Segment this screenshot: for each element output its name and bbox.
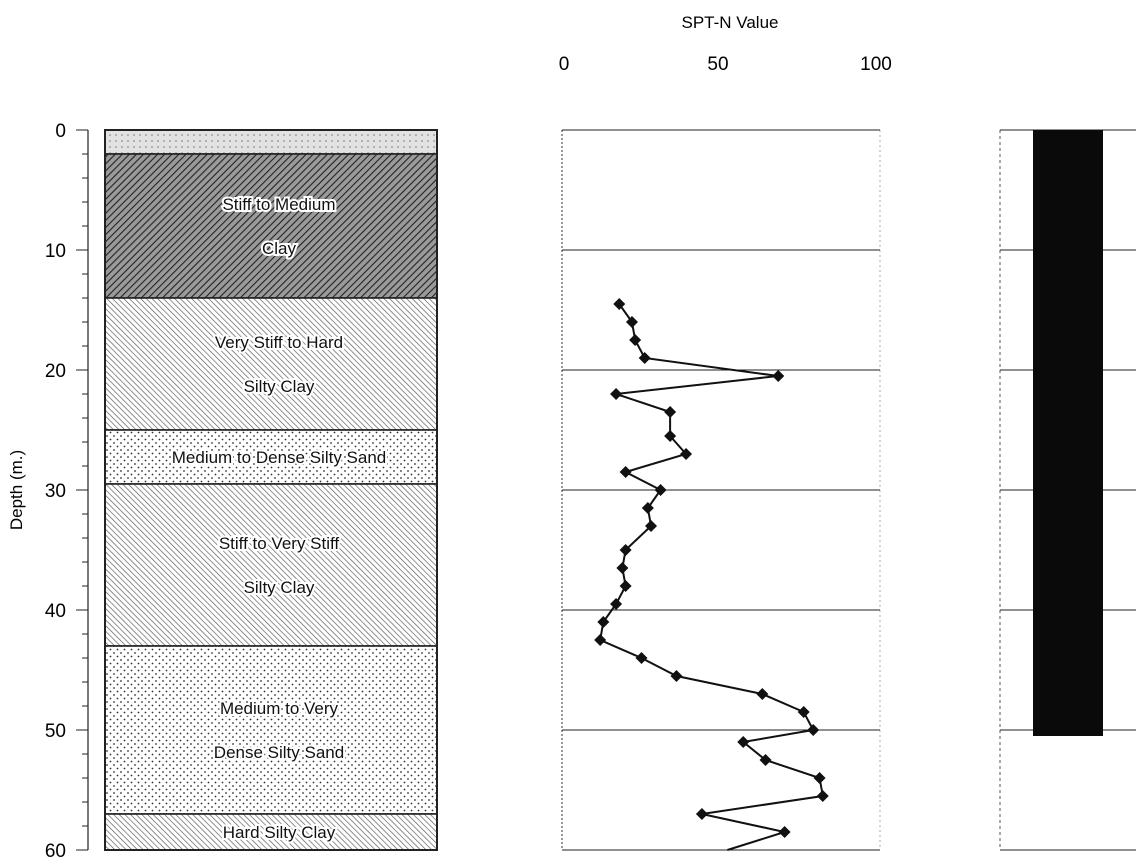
spt-point [737, 736, 750, 748]
soil-layer-label: Medium to Dense Silty Sand [172, 448, 387, 467]
soil-layer-fill [104, 429, 438, 485]
soil-layer-fill [104, 129, 438, 155]
soil-label-halo: Dense Silty Sand [214, 743, 344, 762]
x-tick-label: 0 [559, 54, 570, 75]
spt-point [772, 370, 785, 382]
spt-series-line [599, 303, 824, 851]
spt-point [619, 466, 632, 478]
y-tick-label: 20 [45, 361, 66, 382]
soil-layer-label: Very Stiff to Hard [215, 333, 343, 352]
y-tick-label: 60 [45, 841, 66, 859]
soil-layer-label: Medium to Very [220, 699, 339, 718]
soil-label-halo: Silty Clay [244, 377, 315, 396]
spt-point [654, 484, 667, 496]
soil-label-halo: Medium to Dense Silty Sand [172, 448, 387, 467]
spt-point [619, 580, 632, 592]
right-column-bar [1033, 130, 1103, 736]
spt-point [641, 502, 654, 514]
y-tick-label: 30 [45, 481, 66, 502]
spt-point [594, 634, 607, 646]
soil-layer-fill [104, 813, 438, 851]
spt-plot-area [561, 129, 881, 851]
soil-layer-label: Hard Silty Clay [223, 823, 336, 842]
soil-label-halo: Silty Clay [244, 578, 315, 597]
y-tick-label: 50 [45, 721, 66, 742]
spt-point [597, 616, 610, 628]
soil-layer-fill [104, 645, 438, 815]
spt-point [816, 790, 829, 802]
spt-point [664, 430, 677, 442]
soil-layer-fill [104, 483, 438, 647]
spt-point [629, 334, 642, 346]
spt-point [670, 670, 683, 682]
y-tick-label: 40 [45, 601, 66, 622]
spt-point [638, 352, 651, 364]
y-tick-label: 10 [45, 241, 66, 262]
soil-label-halo: Clay [262, 239, 297, 258]
y-tick-label: 0 [55, 121, 66, 142]
x-tick-label: 50 [707, 54, 728, 75]
soil-layer-label: Silty Clay [244, 377, 315, 396]
right-column [999, 129, 1136, 851]
soil-layer-label: Stiff to Very Stiff [219, 534, 340, 553]
spt-point [610, 598, 623, 610]
spt-point [756, 688, 769, 700]
spt-point [619, 544, 632, 556]
soil-log-border [104, 129, 438, 851]
spt-point [625, 316, 638, 328]
soil-layer-label: Clay [262, 239, 297, 258]
spt-point [645, 520, 658, 532]
depth-axis [76, 129, 89, 851]
spt-point [778, 826, 791, 838]
spt-point [616, 562, 629, 574]
soil-layer-label: Stiff to Medium [222, 195, 335, 214]
y-axis-title: Depth (m.) [7, 450, 26, 530]
spt-point [664, 406, 677, 418]
soil-label-halo: Very Stiff to Hard [215, 333, 343, 352]
spt-point [807, 724, 820, 736]
spt-point [610, 388, 623, 400]
y-tick-labels: 0 10 20 30 40 50 60 [45, 121, 66, 859]
soil-label-halo: Stiff to Very Stiff [219, 534, 340, 553]
spt-point [695, 808, 708, 820]
soil-layer-label: Dense Silty Sand [214, 743, 344, 762]
spt-point [635, 652, 648, 664]
soil-layer [104, 129, 438, 155]
soil-layer-fill [104, 153, 438, 299]
x-tick-labels: 0 50 100 [559, 54, 892, 75]
chart-title: SPT-N Value [681, 13, 778, 32]
soil-label-halo: Hard Silty Clay [223, 823, 336, 842]
spt-point [813, 772, 826, 784]
soil-label-halo: Medium to Very [220, 699, 339, 718]
spt-point [680, 448, 693, 460]
soil-layer-label: Silty Clay [244, 578, 315, 597]
spt-point [759, 754, 772, 766]
soil-layer-fill [104, 297, 438, 431]
x-tick-label: 100 [860, 54, 892, 75]
spt-point [613, 298, 626, 310]
spt-point [797, 706, 810, 718]
soil-label-halo: Stiff to Medium [222, 195, 335, 214]
